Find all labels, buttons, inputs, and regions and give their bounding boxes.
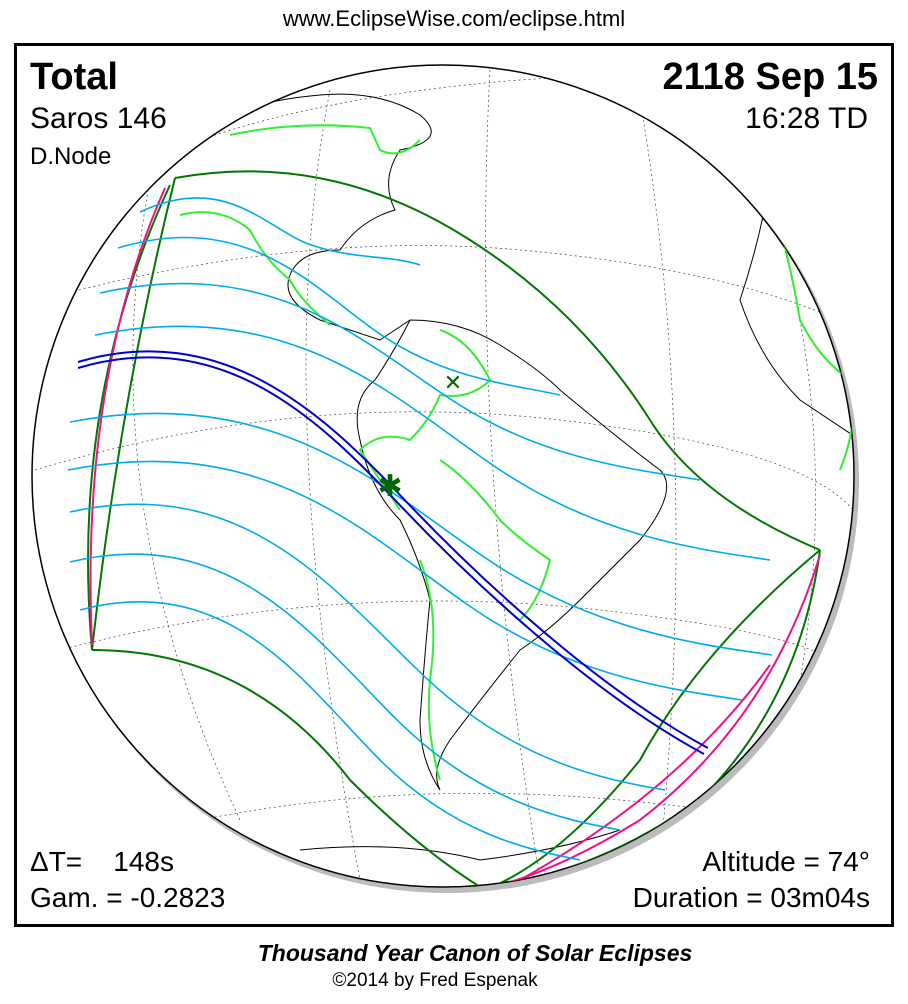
duration: Duration = 03m04s <box>632 882 870 913</box>
url-header: www.EclipseWise.com/eclipse.html <box>282 6 626 31</box>
gamma: Gam. = -0.2823 <box>30 882 226 913</box>
penumbra-boundary-north <box>174 170 821 551</box>
eclipse-type: Total <box>30 56 118 98</box>
cyan-line-8 <box>79 601 581 861</box>
saros-number: Saros 146 <box>30 102 167 135</box>
greatest-duration-x-marker: ✕ <box>444 371 462 396</box>
cyan-line-1 <box>117 236 561 396</box>
globe <box>31 64 855 888</box>
eclipse-time: 16:28 TD <box>745 102 868 135</box>
greatest-eclipse-star-marker: ✱ <box>377 469 402 504</box>
penumbra-boundary-west2 <box>87 184 171 651</box>
altitude: Altitude = 74° <box>702 846 870 877</box>
central-line-south <box>77 356 705 755</box>
penumbra-boundary-south <box>91 649 486 887</box>
limit-line-east <box>489 554 821 887</box>
eclipse-date: 2118 Sep 15 <box>662 56 878 98</box>
cyan-lines <box>67 197 773 861</box>
copyright: ©2014 by Fred Espenak <box>332 970 538 991</box>
cyan-line-6 <box>69 503 666 791</box>
cyan-line-2 <box>99 282 701 481</box>
central-line-north <box>77 350 709 749</box>
map-frame <box>14 43 894 927</box>
cyan-line-3 <box>94 325 771 561</box>
node: D.Node <box>30 143 112 170</box>
footer-title: Thousand Year Canon of Solar Eclipses <box>257 940 693 966</box>
antarctica-coast <box>299 829 621 861</box>
cyan-line-7 <box>69 553 621 831</box>
delta-t: ΔT= 148s <box>30 846 174 877</box>
cyan-line-0 <box>139 197 421 266</box>
coastlines <box>214 93 854 861</box>
penumbra-boundary-east <box>484 549 821 887</box>
africa-coast <box>739 179 854 441</box>
south-america-coast <box>356 319 668 791</box>
cyan-line-4 <box>69 412 773 656</box>
cyan-line-5 <box>67 460 743 701</box>
